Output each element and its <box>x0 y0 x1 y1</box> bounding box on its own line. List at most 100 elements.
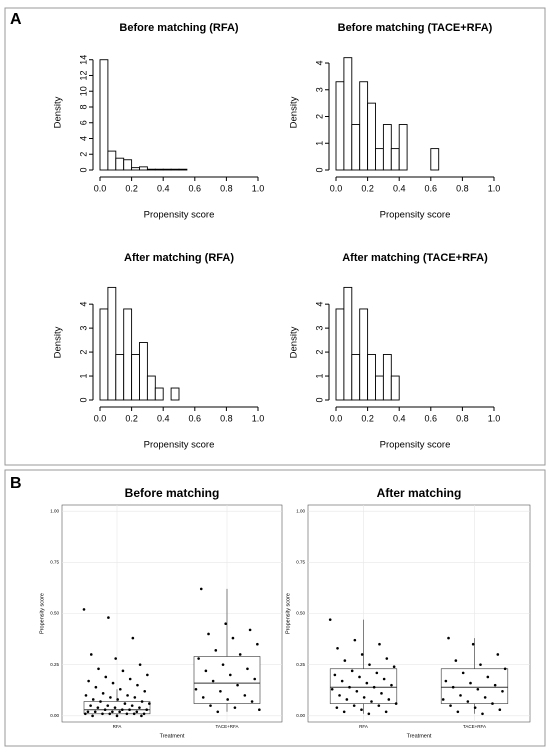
point <box>336 647 339 650</box>
chart-title: After matching <box>377 486 462 500</box>
point <box>226 698 229 701</box>
bar <box>139 166 148 171</box>
point <box>469 681 472 685</box>
point <box>94 685 98 689</box>
point <box>214 649 218 652</box>
y-tick-label: 0.00 <box>296 713 305 718</box>
bar <box>123 159 133 171</box>
point <box>138 706 141 709</box>
y-tick-label: 0.75 <box>296 560 305 565</box>
bar <box>139 342 148 401</box>
y-tick-label: 1 <box>78 374 88 379</box>
point <box>119 687 122 691</box>
bar <box>162 168 172 171</box>
point <box>140 700 144 703</box>
point <box>330 687 334 691</box>
point <box>204 669 208 673</box>
point <box>481 712 484 716</box>
point <box>114 657 117 660</box>
x-tick-label: 0.0 <box>94 413 107 423</box>
point <box>380 692 383 695</box>
y-axis-label: Density <box>53 96 64 128</box>
panel-label: B <box>10 475 22 492</box>
point <box>142 712 146 716</box>
point <box>343 659 347 662</box>
y-tick-label: 1.00 <box>50 508 59 513</box>
x-tick-label: 0.6 <box>189 413 202 423</box>
bar <box>170 168 180 171</box>
point <box>135 710 139 714</box>
y-tick-label: 0 <box>314 167 324 172</box>
bar <box>170 387 180 401</box>
y-tick-label: 3 <box>314 326 324 331</box>
point <box>128 677 132 681</box>
point <box>216 710 220 714</box>
point <box>84 694 88 697</box>
y-tick-label: 1 <box>314 374 324 379</box>
x-tick-label: TACE+RFA <box>215 724 238 729</box>
x-axis-label: Treatment <box>407 733 432 739</box>
bar <box>382 124 392 171</box>
point <box>451 685 455 689</box>
bar <box>382 354 392 401</box>
x-tick-label: 0.2 <box>361 183 374 193</box>
y-tick-label: 6 <box>78 120 88 125</box>
point <box>253 677 257 681</box>
point <box>456 710 460 714</box>
x-tick-label: 0.4 <box>393 183 406 193</box>
point <box>111 681 115 685</box>
x-axis-label: Propensity score <box>380 210 451 221</box>
x-tick-label: 1.0 <box>252 183 265 193</box>
bar <box>99 308 109 401</box>
point <box>84 712 87 716</box>
point <box>335 706 339 709</box>
bar <box>359 308 369 401</box>
x-tick-label: 0.8 <box>456 183 469 193</box>
x-axis-label: Propensity score <box>380 440 451 451</box>
point <box>473 706 477 709</box>
bar <box>343 286 353 401</box>
point <box>394 702 398 705</box>
y-tick-label: 12 <box>78 70 88 80</box>
point <box>123 702 127 705</box>
point <box>116 698 119 701</box>
bar <box>359 81 369 171</box>
y-tick-label: 2 <box>78 350 88 355</box>
y-tick-label: 0.50 <box>296 611 305 616</box>
bar <box>107 286 117 401</box>
y-tick-label: 8 <box>78 104 88 109</box>
point <box>199 587 203 591</box>
x-tick-label: 0.2 <box>125 413 138 423</box>
point <box>201 696 205 699</box>
chart-title: After matching (TACE+RFA) <box>342 252 488 264</box>
point <box>131 636 135 640</box>
bar <box>115 354 125 401</box>
point <box>125 712 129 716</box>
point <box>111 710 114 714</box>
bar <box>351 354 361 401</box>
point <box>109 696 112 699</box>
bar <box>351 124 361 171</box>
point <box>466 700 470 703</box>
point <box>238 653 242 656</box>
point <box>338 694 341 697</box>
y-tick-label: 0.25 <box>50 662 59 667</box>
y-tick-label: 4 <box>78 302 88 307</box>
point <box>140 714 143 718</box>
x-tick-label: 1.0 <box>488 183 501 193</box>
x-axis-label: Treatment <box>160 733 185 739</box>
x-tick-label: 0.4 <box>157 183 170 193</box>
y-tick-label: 4 <box>314 61 324 66</box>
point <box>392 665 396 669</box>
point <box>498 708 502 712</box>
point <box>231 636 235 640</box>
y-tick-label: 1.00 <box>296 508 305 513</box>
x-tick-label: TACE+RFA <box>463 724 486 729</box>
point <box>503 667 507 671</box>
point <box>118 710 121 714</box>
point <box>256 642 259 646</box>
y-tick-label: 0.75 <box>50 560 59 565</box>
x-tick-label: 0.4 <box>157 413 170 423</box>
point <box>107 616 110 619</box>
point <box>248 628 252 632</box>
